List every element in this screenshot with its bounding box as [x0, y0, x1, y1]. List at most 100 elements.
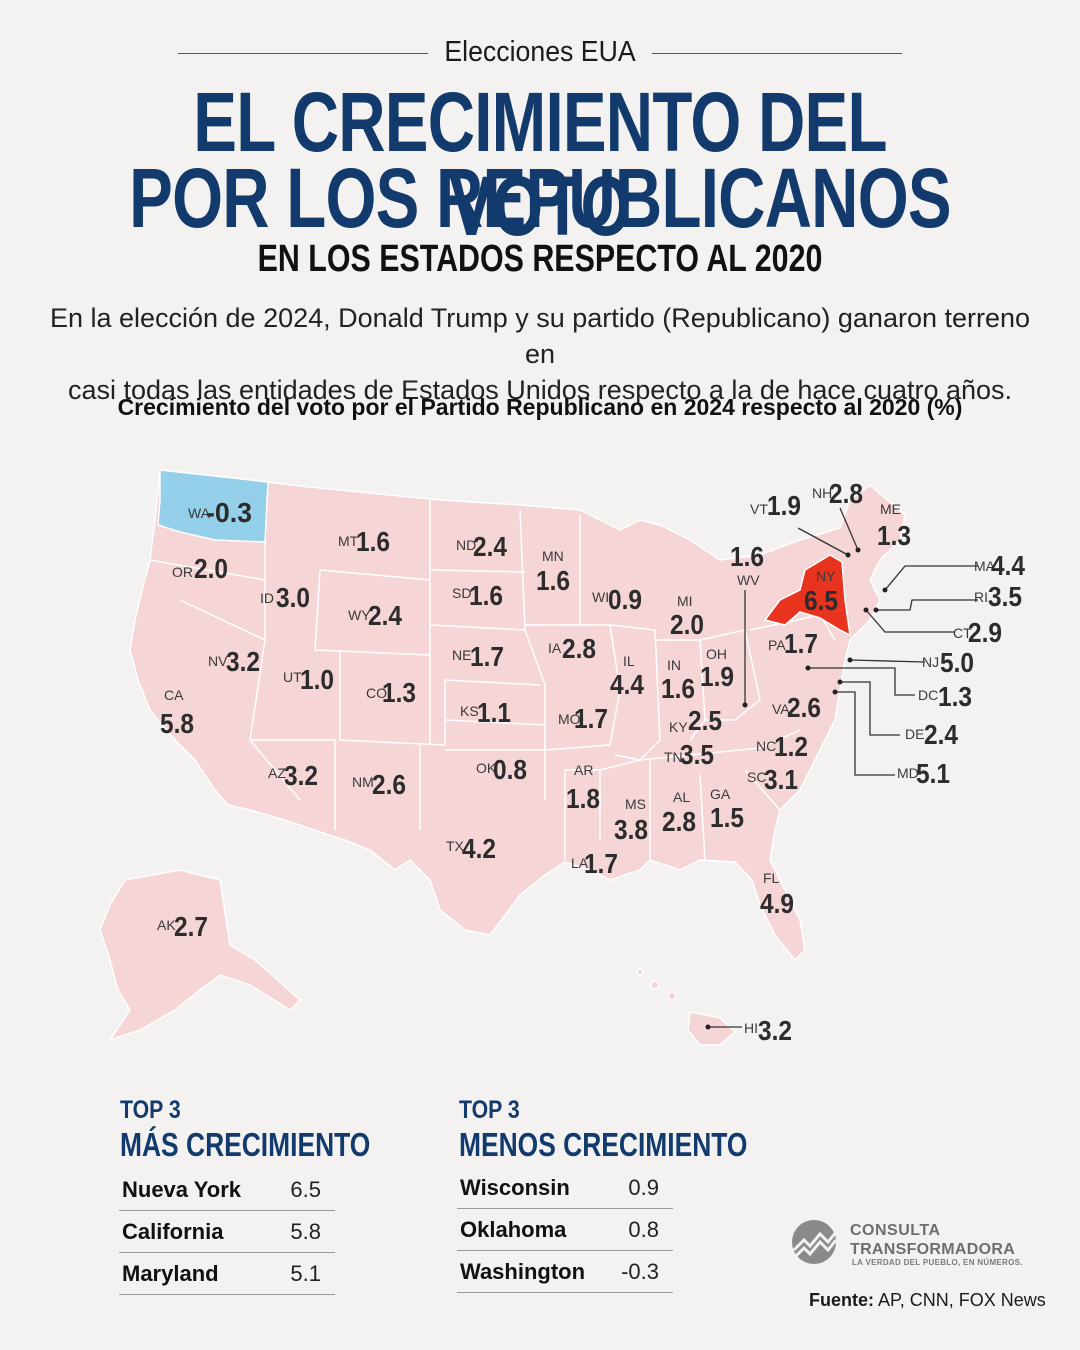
brand-name-line-1: CONSULTA — [850, 1222, 941, 1239]
state-label-dc: DC — [918, 687, 938, 703]
state-value-ms: 3.8 — [614, 814, 648, 845]
state-label-ut: UT — [283, 669, 302, 685]
subtitle: EN LOS ESTADOS RESPECTO AL 2020 — [257, 238, 823, 280]
state-label-ct: CT — [953, 625, 972, 641]
state-value-in: 1.6 — [661, 673, 695, 704]
washington-shape — [157, 469, 269, 543]
row-value: 6.5 — [290, 1177, 321, 1202]
dot-vt — [845, 552, 851, 558]
top-more-heading: MÁS CRECIMIENTO — [120, 1126, 371, 1163]
kicker-rule-left — [178, 53, 428, 54]
state-label-ak: AK — [157, 917, 176, 933]
dot-ri — [873, 607, 879, 613]
state-value-al: 2.8 — [662, 806, 696, 837]
state-label-id: ID — [260, 590, 274, 606]
dot-ma — [882, 587, 888, 593]
state-label-mo: MO — [558, 711, 581, 727]
state-value-pa: 1.7 — [784, 628, 818, 659]
state-label-wi: WI — [592, 589, 609, 605]
state-label-in: IN — [667, 657, 681, 673]
state-value-mt: 1.6 — [356, 526, 390, 557]
state-label-md: MD — [897, 765, 919, 781]
state-label-az: AZ — [268, 765, 286, 781]
state-label-al: AL — [673, 789, 690, 805]
state-label-me: ME — [880, 501, 901, 517]
state-value-wy: 2.4 — [368, 600, 402, 631]
state-value-co: 1.3 — [382, 677, 416, 708]
state-label-mt: MT — [338, 533, 359, 549]
state-label-ms: MS — [625, 796, 646, 812]
dot-dc — [805, 665, 811, 671]
state-label-mn: MN — [542, 548, 564, 564]
dot-md — [832, 689, 838, 695]
state-label-ca: CA — [164, 687, 184, 703]
state-label-nd: ND — [456, 537, 476, 553]
state-value-hi: 3.2 — [758, 1015, 792, 1046]
state-label-ga: GA — [710, 786, 731, 802]
state-value-tn: 3.5 — [680, 739, 714, 770]
state-label-mi: MI — [677, 593, 693, 609]
alaska-shape — [99, 869, 302, 1042]
hawaii-shape — [687, 1011, 737, 1046]
top-less-kicker: TOP 3 — [459, 1096, 520, 1124]
row-value: 5.8 — [290, 1219, 321, 1244]
state-label-ny: NY — [816, 568, 836, 584]
hawaii-islet-2 — [667, 991, 677, 1001]
row-value: 0.8 — [628, 1217, 659, 1242]
leader-dc — [808, 667, 915, 696]
table-row: California 5.8 — [119, 1211, 335, 1253]
state-value-id: 3.0 — [276, 582, 310, 613]
state-value-mo: 1.7 — [574, 703, 608, 734]
state-label-wv: WV — [737, 572, 760, 588]
state-value-wv: 1.6 — [730, 541, 764, 572]
state-value-wi: 0.9 — [608, 584, 642, 615]
table-row: Washington -0.3 — [457, 1251, 673, 1293]
state-value-tx: 4.2 — [462, 833, 496, 864]
hawaii-islet-1 — [650, 980, 660, 990]
state-value-nm: 2.6 — [372, 769, 406, 800]
state-label-nm: NM — [352, 774, 374, 790]
state-label-tn: TN — [664, 749, 683, 765]
state-label-ok: OK — [476, 760, 497, 776]
state-value-ar: 1.8 — [566, 783, 600, 814]
leader-nh — [839, 507, 859, 551]
state-label-fl: FL — [763, 870, 780, 886]
state-value-ut: 1.0 — [300, 664, 334, 695]
state-value-fl: 4.9 — [760, 888, 794, 919]
state-label-ar: AR — [574, 762, 593, 778]
intro-line-1: En la elección de 2024, Donald Trump y s… — [49, 303, 1031, 369]
state-value-ia: 2.8 — [562, 633, 596, 664]
source-text: AP, CNN, FOX News — [878, 1290, 1046, 1310]
state-value-nh: 2.8 — [829, 478, 863, 509]
leader-ct — [865, 609, 955, 633]
state-label-il: IL — [623, 653, 635, 669]
brand-tagline: LA VERDAD DEL PUEBLO, EN NÚMEROS. — [852, 1258, 1023, 1267]
state-value-wa: -0.3 — [206, 497, 252, 528]
state-value-ga: 1.5 — [710, 802, 744, 833]
state-value-or: 2.0 — [194, 553, 228, 584]
state-label-wy: WY — [348, 607, 371, 623]
state-value-sd: 1.6 — [469, 580, 503, 611]
brand-name-line-2: TRANSFORMADORA — [850, 1241, 1016, 1258]
state-value-dc: 1.3 — [938, 681, 972, 712]
table-row: Nueva York 6.5 — [119, 1169, 335, 1211]
top-more-kicker: TOP 3 — [120, 1096, 181, 1124]
leader-lines — [708, 507, 978, 1028]
state-label-ne: NE — [452, 647, 471, 663]
dot-wv — [742, 702, 748, 708]
state-value-ct: 2.9 — [968, 617, 1002, 648]
state-borders — [149, 480, 841, 861]
state-value-az: 3.2 — [284, 760, 318, 791]
title-line-2: POR LOS REPUBLICANOS — [129, 151, 951, 245]
state-value-ri: 3.5 — [988, 581, 1022, 612]
row-name: Wisconsin — [460, 1175, 570, 1200]
state-label-or: OR — [172, 564, 193, 580]
state-value-sc: 3.1 — [764, 764, 798, 795]
source-label: Fuente: — [809, 1290, 874, 1310]
state-label-wa: WA — [188, 505, 211, 521]
table-row: Oklahoma 0.8 — [457, 1209, 673, 1251]
state-value-il: 4.4 — [610, 669, 644, 700]
state-label-sd: SD — [452, 585, 471, 601]
leader-ma — [884, 565, 978, 591]
brand-logo-icon — [792, 1220, 838, 1264]
